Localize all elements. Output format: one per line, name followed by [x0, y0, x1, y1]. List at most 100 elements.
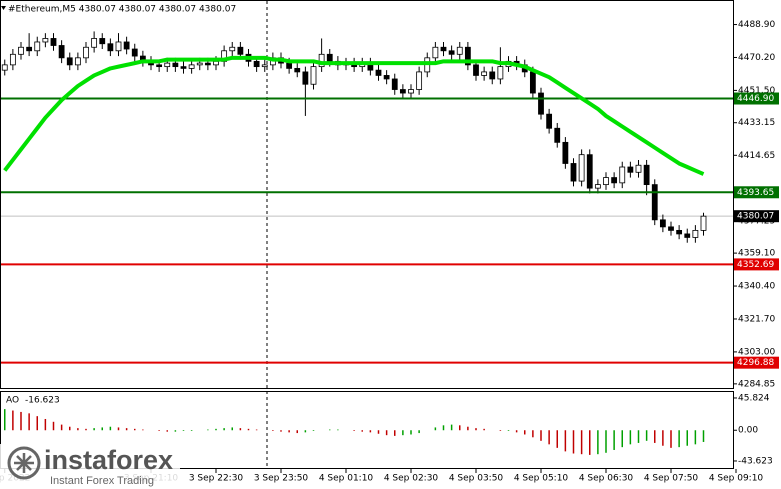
candle-body [594, 184, 601, 189]
candle-body [42, 38, 49, 43]
candle-body [497, 66, 504, 80]
candle-body [310, 66, 317, 85]
watermark-logo [7, 446, 41, 480]
candle-body [464, 46, 471, 66]
candle-body [651, 184, 658, 221]
candle-body [74, 57, 81, 66]
candle-body [164, 62, 171, 68]
watermark-bg [0, 444, 180, 489]
x-tick-label: 4 Sep 06:30 [579, 474, 634, 484]
candle-body [294, 67, 301, 73]
candle-body [546, 113, 553, 129]
candle-body [50, 38, 57, 46]
candle-body [586, 154, 593, 189]
candle-body [1, 64, 8, 71]
x-tick-label: 4 Sep 03:50 [449, 474, 504, 484]
x-tick-label: 3 Sep 22:30 [189, 474, 244, 484]
ao-title: AO [6, 396, 19, 406]
candle-body [107, 43, 114, 52]
watermark-slogan: Instant Forex Trading [50, 475, 154, 487]
candle-body [253, 60, 260, 68]
candle-body [692, 229, 699, 238]
candle-body [196, 62, 203, 66]
candle-body [115, 41, 122, 52]
candle-body [456, 46, 463, 55]
x-tick-label: 4 Sep 09:10 [709, 474, 764, 484]
candle-body [66, 57, 73, 66]
y-tick-label: 4433.15 [738, 118, 775, 128]
candle-body [481, 71, 488, 76]
watermark-brand: instaforex [44, 445, 173, 475]
candle-body [611, 177, 618, 184]
level-box [734, 186, 779, 199]
moving-average [3, 55, 705, 176]
candle-body [399, 89, 406, 94]
y-tick-label: 0.00 [738, 426, 758, 436]
main-pane [0, 0, 734, 389]
candle-body [489, 71, 496, 80]
level-label: 4446.90 [737, 94, 774, 104]
x-tick-label: 4 Sep 07:50 [644, 474, 699, 484]
candle-body [83, 46, 89, 59]
candle-body [643, 164, 650, 186]
candle-body [188, 64, 195, 69]
candle-body [172, 62, 179, 68]
candle-body [700, 215, 707, 231]
candle-body [286, 62, 293, 69]
candle-body [9, 53, 16, 66]
x-tick-label: 3 Sep 23:50 [254, 474, 309, 484]
x-tick-label: 4 Sep 05:10 [514, 474, 569, 484]
candle-body [375, 69, 382, 76]
candle-body [123, 41, 130, 50]
candle-body [684, 233, 691, 238]
candle-body [383, 75, 390, 80]
current-price-label: 4380.07 [737, 212, 774, 222]
candle-body [18, 46, 24, 55]
candle-body [302, 71, 309, 85]
candle-body [261, 64, 268, 68]
candle-body [91, 38, 98, 48]
candle-body [448, 50, 455, 55]
candle-body [668, 226, 674, 231]
y-tick-label: 4451.50 [738, 86, 775, 96]
watermark-logo-mark [14, 453, 34, 473]
y-tick-label: -43.623 [738, 456, 773, 466]
candle-body [204, 62, 211, 66]
level-box [734, 92, 779, 105]
candle-body [391, 78, 398, 90]
candle-body [326, 53, 333, 62]
candle-body [538, 92, 544, 115]
ao-value: -16.623 [25, 396, 60, 406]
title-arrow [1, 6, 6, 10]
x-tick-label: 4 Sep 02:30 [384, 474, 439, 484]
candle-body [156, 64, 163, 68]
level-label: 4393.65 [737, 188, 774, 198]
level-label: 4296.88 [737, 358, 774, 368]
y-tick-label: 45.824 [738, 393, 770, 403]
candle-body [237, 46, 244, 55]
y-tick-label: 4340.40 [738, 282, 775, 292]
candle-body [659, 219, 666, 228]
candle-body [408, 89, 414, 94]
candle-body [131, 48, 138, 57]
candle-body [440, 46, 447, 52]
candle-body [603, 177, 609, 186]
candle-body [529, 71, 536, 94]
y-tick-label: 4284.85 [738, 379, 775, 389]
y-tick-label: 4414.65 [738, 151, 775, 161]
chart-title: #Ethereum,M5 4380.07 4380.07 4380.07 438… [8, 5, 236, 15]
candle-body [416, 71, 423, 90]
candle-body [473, 64, 479, 76]
y-tick-label: 4359.10 [738, 249, 775, 259]
candle-body [318, 53, 325, 68]
candle-body [578, 154, 585, 182]
current-price-box [734, 210, 779, 223]
candle-body [99, 38, 106, 45]
candle-body [676, 229, 683, 235]
candle-body [229, 46, 236, 52]
candle-body [180, 66, 187, 69]
candle-body [432, 46, 439, 59]
candle-body [34, 41, 41, 52]
